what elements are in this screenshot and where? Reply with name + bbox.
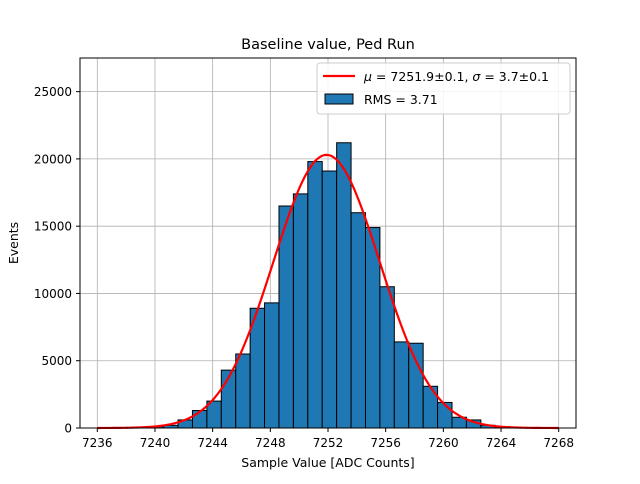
histogram-bar — [336, 142, 352, 429]
histogram-bar — [292, 193, 309, 429]
y-tick-label: 15000 — [34, 220, 72, 234]
histogram-bar — [350, 212, 366, 429]
x-axis-ticks: 7236 7240 7244 7248 7252 7256 7260 7264 7268 — [82, 428, 574, 450]
legend-histogram-swatch — [324, 93, 354, 105]
legend-histogram-label: RMS = 3.71 — [364, 92, 438, 107]
histogram-bar — [321, 170, 338, 429]
y-axis-label: Events — [6, 222, 21, 264]
y-tick-label: 0 — [64, 422, 72, 436]
histogram-bar — [437, 401, 453, 429]
x-tick-label: 7236 — [82, 436, 113, 450]
x-tick-label: 7264 — [486, 436, 517, 450]
legend-fit-mu-value: 7251.9±0.1 — [390, 69, 464, 84]
x-tick-label: 7256 — [370, 436, 401, 450]
legend-box — [316, 62, 571, 115]
y-tick-label: 25000 — [34, 85, 72, 99]
histogram-bar — [264, 302, 280, 429]
x-axis-label: Sample Value [ADC Counts] — [241, 455, 414, 470]
legend: μ = 7251.9±0.1, σ = 3.7±0.1 RMS = 3.71 — [316, 62, 571, 115]
legend-fit-sigma-value: 3.7±0.1 — [499, 69, 549, 84]
x-tick-label: 7268 — [543, 436, 574, 450]
x-tick-label: 7252 — [313, 436, 344, 450]
histogram-bar — [307, 161, 323, 429]
y-tick-label: 20000 — [34, 152, 72, 166]
histogram-bar — [379, 286, 395, 429]
chart-title: Baseline value, Ped Run — [241, 37, 415, 53]
gaussian-fit-curve — [97, 153, 559, 430]
y-axis-ticks: 0 5000 10000 15000 20000 25000 — [34, 85, 80, 436]
x-tick-label: 7240 — [140, 436, 171, 450]
y-tick-label: 10000 — [34, 287, 72, 301]
x-tick-label: 7244 — [197, 436, 228, 450]
histogram-bar — [235, 353, 251, 429]
legend-fit-label: μ = 7251.9±0.1, σ = 3.7±0.1 — [363, 69, 549, 84]
x-tick-label: 7248 — [255, 436, 286, 450]
y-tick-label: 5000 — [41, 354, 72, 368]
x-tick-label: 7260 — [428, 436, 459, 450]
histogram-bar — [408, 342, 424, 429]
histogram-bars — [148, 142, 511, 429]
histogram-bar — [393, 341, 410, 429]
